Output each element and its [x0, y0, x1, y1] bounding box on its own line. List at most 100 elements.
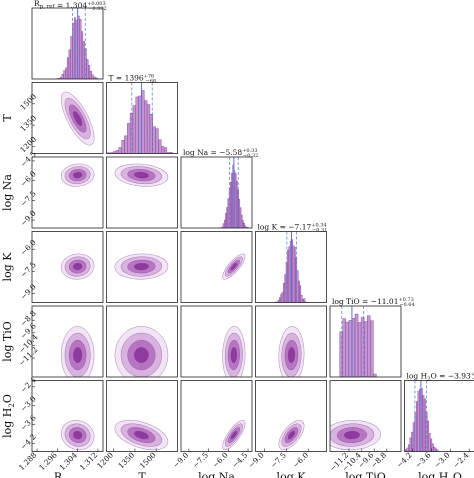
hist-bar-log-tio [373, 373, 377, 377]
hist-bar-log-tio [357, 322, 362, 377]
y-tick-label: −7.5 [19, 189, 38, 208]
panel-t-vs-log-k [106, 231, 178, 303]
panel-frame [180, 156, 253, 229]
panel-log-na-vs-log-na: log Na = −5.58+0.33 −0.32 [180, 148, 258, 229]
contour-level-4 [72, 347, 83, 364]
contour-level-4 [134, 347, 149, 364]
hist-bar-log-tio [339, 331, 343, 377]
contour-level-4 [230, 347, 238, 364]
x-tick-label: 1.288 [17, 450, 39, 472]
hist-bar-log-h2o [431, 443, 434, 452]
hist-bar-log-k [280, 293, 283, 303]
panel-frame [106, 82, 178, 154]
title-t: T = 1396+76 −68 [109, 74, 157, 85]
x-tick-label: −3.6 [413, 450, 432, 469]
x-tick-label: −7.5 [269, 450, 288, 469]
hist-bar-r-p-ref [66, 57, 70, 79]
panel-log-tio-vs-log-tio: log TiO = −11.01+0.73 −0.64 [329, 297, 415, 378]
hist-bar-r-p-ref [68, 49, 71, 79]
hist-bar-log-k [287, 249, 289, 303]
panel-frame [31, 305, 104, 378]
title-r-p-ref: Rp, ref = 1.304+0.003 −0.002 [34, 0, 107, 12]
contour-level-4 [343, 430, 360, 440]
x-tick-label: 1500 [138, 450, 158, 470]
y-tick-label: −9.0 [19, 209, 38, 228]
title-log-h2o: log H2O = −3.93+0.18−0.19 [407, 372, 474, 383]
panel-log-k-vs-log-tio [255, 305, 327, 378]
hist-bar-log-tio [367, 315, 371, 377]
hist-bar-t [146, 104, 151, 154]
panel-frame [106, 305, 178, 378]
y-tick-label: 1350 [18, 113, 38, 133]
x-tick-label: −6.0 [211, 450, 230, 469]
contour-level-4 [134, 430, 149, 440]
hist-bar-log-k [288, 246, 291, 303]
panel-t-vs-t: T = 1396+76 −68 [106, 74, 178, 154]
x-tick-label: −9.0 [247, 450, 266, 469]
hist-bar-r-p-ref [86, 59, 89, 79]
panel-r-p-ref-vs-r-p-ref: Rp, ref = 1.304+0.003 −0.002 [31, 0, 107, 80]
hist-bar-r-p-ref [65, 67, 68, 79]
hist-bar-t [155, 128, 159, 154]
hist-bar-t [121, 140, 125, 154]
panel-r-p-ref-vs-log-k: −9.0 −7.5 −6.0 log K [1, 231, 104, 303]
hist-bar-log-h2o [412, 422, 415, 452]
hist-bar-log-h2o [422, 395, 425, 452]
hist-bar-r-p-ref [91, 74, 94, 79]
hist-bar-log-k [302, 299, 304, 303]
panel-frame [106, 380, 178, 452]
hist-bar-log-k [292, 245, 295, 303]
axis-label-t: T [1, 114, 14, 122]
hist-bar-log-k [281, 291, 284, 303]
hist-bar-r-p-ref [87, 65, 91, 79]
panel-frame [329, 305, 402, 378]
hist-bar-log-tio [370, 320, 374, 377]
y-tick-label: 1500 [18, 92, 38, 112]
panel-log-na-vs-log-tio [180, 305, 253, 378]
x-tick-label: −3.0 [432, 450, 451, 469]
hist-bar-t [161, 146, 165, 154]
axis-label-log-tio: log TiO [345, 471, 386, 478]
y-tick-label: −3.6 [19, 413, 38, 432]
hist-bar-r-p-ref [79, 19, 82, 79]
x-tick-label: −7.5 [191, 450, 210, 469]
contour-level-4 [230, 430, 238, 440]
panel-log-na-vs-log-h2o: −9.0 −7.5 −6.0 −4.5 log Na [171, 380, 253, 478]
hist-bar-log-tio [342, 318, 347, 377]
hist-bar-r-p-ref [70, 36, 73, 79]
panel-frame [329, 380, 402, 452]
panel-frame [255, 380, 327, 452]
hist-bar-log-tio [363, 321, 368, 377]
contour-level-4 [134, 262, 149, 271]
axis-label-log-tio: log TiO [1, 321, 14, 362]
hist-bar-t [144, 100, 148, 154]
hist-bar-log-h2o [433, 446, 436, 452]
axis-label-log-h2o: log H2O [1, 394, 16, 438]
y-tick-label: −9.0 [19, 282, 38, 301]
hist-bar-t [118, 147, 122, 154]
contour-level-4 [72, 262, 83, 271]
hist-bar-t [163, 147, 168, 154]
y-tick-label: −2.4 [19, 375, 38, 394]
panel-frame [404, 380, 474, 452]
panel-frame [180, 305, 253, 378]
hist-bar-log-k [300, 295, 303, 303]
contour-level-4 [230, 262, 238, 271]
axis-label-log-h2o: log H2O [418, 471, 462, 478]
hist-bar-r-p-ref [63, 70, 66, 79]
hist-bar-log-h2o [409, 437, 412, 452]
axis-label-r-p-ref: Rp, ref [54, 471, 83, 478]
x-tick-label: 1.296 [37, 450, 59, 472]
hist-bar-r-p-ref [80, 31, 84, 79]
title-log-na: log Na = −5.58+0.33 −0.32 [183, 148, 258, 159]
panel-log-k-vs-log-k: log K = −7.17+0.34 −0.31 [255, 223, 327, 303]
hist-bar-t [115, 150, 119, 154]
contour-level-4 [72, 430, 83, 440]
hist-bar-log-k [293, 246, 296, 303]
axis-label-log-na: log Na [198, 471, 235, 478]
x-tick-label: −4.5 [230, 450, 249, 469]
panel-frame [31, 7, 104, 80]
